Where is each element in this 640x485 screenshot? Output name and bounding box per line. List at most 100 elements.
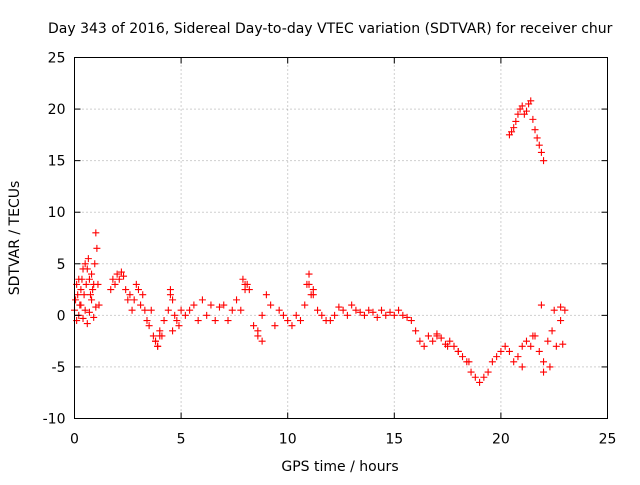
data-point-10 [81,260,89,268]
data-point-113 [378,306,386,314]
data-point-63 [171,311,179,319]
data-point-170 [533,134,541,142]
plot-frame [74,57,608,419]
data-point-26 [77,301,85,309]
data-point-11 [82,280,90,288]
data-point-95 [301,301,309,309]
data-point-123 [420,342,428,350]
data-point-62 [169,327,177,335]
data-point-75 [215,303,223,311]
data-point-14 [85,275,93,283]
data-point-15 [86,291,94,299]
data-point-85 [258,311,266,319]
data-point-41 [122,286,130,294]
data-point-156 [561,306,569,314]
data-point-106 [348,301,356,309]
data-point-42 [124,296,132,304]
grid [74,57,608,419]
data-point-3 [74,291,82,299]
data-point-80 [237,306,245,314]
data-point-115 [386,308,394,316]
data-point-76 [220,301,228,309]
data-point-132 [459,353,467,361]
data-point-46 [132,280,140,288]
data-point-173 [540,157,548,165]
data-point-65 [175,322,183,330]
data-point-50 [141,306,149,314]
data-point-32 [90,313,98,321]
data-point-9 [80,291,88,299]
data-point-40 [120,272,128,280]
data-point-141 [497,347,505,355]
data-point-48 [137,301,145,309]
data-point-197 [550,306,558,314]
data-point-199 [559,340,567,348]
data-point-194 [537,301,545,309]
data-point-179 [239,275,247,283]
data-point-181 [243,280,251,288]
data-point-17 [89,286,97,294]
data-point-1 [72,296,80,304]
y-tick-label-5: 15 [48,154,66,170]
data-point-175 [154,342,162,350]
data-point-140 [493,353,501,361]
data-point-139 [488,358,496,366]
data-point-107 [352,306,360,314]
data-point-69 [190,301,198,309]
data-point-103 [335,303,343,311]
data-point-189 [444,342,452,350]
data-point-109 [360,311,368,319]
data-point-33 [92,303,100,311]
data-point-51 [143,317,151,325]
data-point-195 [540,368,548,376]
data-point-116 [390,311,398,319]
data-point-147 [522,337,530,345]
data-point-35 [109,275,117,283]
data-point-182 [254,327,262,335]
data-point-43 [126,291,134,299]
data-point-59 [160,317,168,325]
data-point-72 [203,311,211,319]
data-point-167 [527,97,535,105]
data-point-186 [307,291,315,299]
data-point-7 [78,275,86,283]
data-point-144 [510,358,518,366]
data-point-111 [369,308,377,316]
data-point-92 [288,322,296,330]
data-point-54 [149,332,157,340]
data-point-22 [94,280,102,288]
data-point-118 [399,311,407,319]
data-point-94 [296,317,304,325]
data-point-159 [510,124,518,132]
data-point-183 [258,337,266,345]
data-point-68 [186,306,194,314]
y-tick-label-4: 10 [48,205,66,221]
data-point-180 [241,286,249,294]
y-tick-label-0: -10 [43,412,66,428]
data-point-79 [233,296,241,304]
y-tick-label-3: 5 [57,257,66,273]
x-tick-label-4: 20 [492,432,510,448]
data-point-83 [250,322,258,330]
data-point-39 [117,268,125,276]
axis-ticks: 0 5 10 15 20 25 -10 -5 0 5 10 15 20 25 [43,51,617,448]
data-point-114 [382,311,390,319]
data-point-99 [318,311,326,319]
data-point-127 [437,334,445,342]
data-point-143 [505,347,513,355]
data-point-78 [228,306,236,314]
data-point-188 [433,332,441,340]
chart-title: Day 343 of 2016, Sidereal Day-to-day VTE… [48,21,613,37]
data-point-165 [522,107,530,115]
data-point-136 [476,378,484,386]
data-point-196 [546,363,554,371]
data-point-20 [92,229,100,237]
data-point-38 [115,275,123,283]
data-point-77 [224,317,232,325]
data-point-112 [373,313,381,321]
x-tick-label-1: 5 [177,432,186,448]
data-point-172 [537,148,545,156]
data-point-176 [156,332,164,340]
data-point-66 [177,306,185,314]
